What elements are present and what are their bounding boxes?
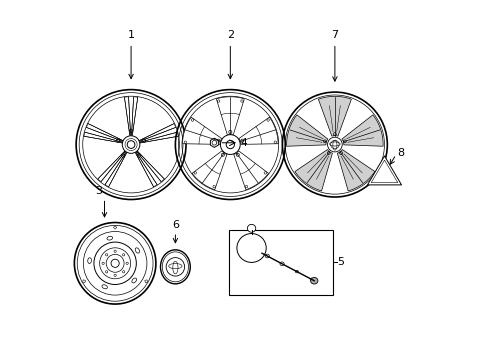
- Ellipse shape: [87, 258, 91, 264]
- Text: 2: 2: [226, 30, 233, 40]
- Polygon shape: [140, 132, 178, 143]
- Text: 8: 8: [396, 148, 403, 158]
- Polygon shape: [135, 152, 157, 187]
- Polygon shape: [216, 97, 244, 135]
- Text: 1: 1: [127, 30, 134, 40]
- Text: 3: 3: [96, 186, 102, 196]
- Polygon shape: [98, 151, 125, 182]
- Polygon shape: [233, 151, 268, 190]
- Text: 4: 4: [240, 138, 247, 148]
- Text: 6: 6: [171, 220, 179, 230]
- Polygon shape: [139, 123, 175, 141]
- Polygon shape: [341, 115, 382, 146]
- Ellipse shape: [310, 278, 317, 284]
- Polygon shape: [238, 117, 278, 144]
- Polygon shape: [131, 97, 138, 135]
- Ellipse shape: [247, 224, 255, 232]
- Polygon shape: [337, 149, 374, 191]
- Ellipse shape: [102, 285, 107, 289]
- Ellipse shape: [132, 278, 136, 283]
- Polygon shape: [84, 132, 122, 143]
- Polygon shape: [86, 123, 122, 141]
- Polygon shape: [318, 96, 351, 136]
- Polygon shape: [137, 151, 164, 182]
- Ellipse shape: [264, 254, 269, 258]
- Polygon shape: [294, 149, 332, 191]
- Polygon shape: [182, 117, 222, 144]
- Polygon shape: [286, 115, 327, 146]
- Polygon shape: [370, 160, 397, 183]
- Ellipse shape: [107, 236, 112, 240]
- Polygon shape: [113, 226, 117, 229]
- Ellipse shape: [280, 262, 284, 266]
- Polygon shape: [105, 152, 126, 187]
- Polygon shape: [124, 97, 130, 135]
- Bar: [228, 230, 332, 295]
- Polygon shape: [192, 151, 226, 190]
- Text: 5: 5: [337, 257, 344, 266]
- Polygon shape: [367, 156, 401, 185]
- Ellipse shape: [295, 270, 298, 273]
- Polygon shape: [144, 280, 147, 283]
- Text: 7: 7: [331, 30, 338, 40]
- Ellipse shape: [135, 248, 139, 253]
- Polygon shape: [210, 138, 218, 147]
- Polygon shape: [82, 280, 85, 283]
- Ellipse shape: [309, 278, 312, 281]
